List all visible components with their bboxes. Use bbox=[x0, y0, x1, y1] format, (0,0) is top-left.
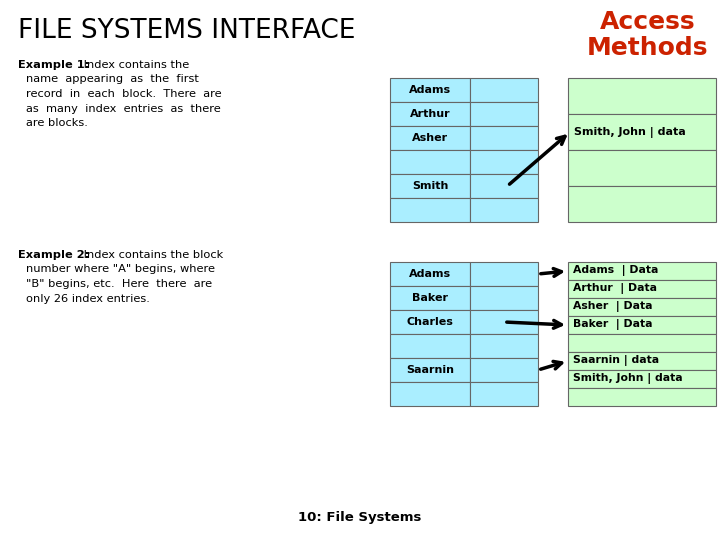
Bar bbox=[390, 102, 470, 126]
Bar bbox=[470, 198, 538, 222]
Text: Smith, John | data: Smith, John | data bbox=[573, 374, 683, 384]
Bar bbox=[390, 382, 470, 406]
Text: Adams: Adams bbox=[409, 85, 451, 95]
Bar bbox=[568, 78, 716, 114]
Bar bbox=[390, 150, 470, 174]
Bar bbox=[568, 334, 716, 352]
Bar bbox=[568, 316, 716, 334]
Text: Asher  | Data: Asher | Data bbox=[573, 301, 652, 313]
Bar bbox=[568, 370, 716, 388]
Bar bbox=[568, 352, 716, 370]
Bar bbox=[390, 78, 470, 102]
Bar bbox=[568, 262, 716, 280]
Bar bbox=[568, 114, 716, 150]
Bar bbox=[470, 286, 538, 310]
Bar bbox=[390, 286, 470, 310]
Text: FILE SYSTEMS INTERFACE: FILE SYSTEMS INTERFACE bbox=[18, 18, 356, 44]
Bar bbox=[568, 186, 716, 222]
Text: Charles: Charles bbox=[407, 317, 454, 327]
Text: Adams  | Data: Adams | Data bbox=[573, 266, 658, 276]
Text: as  many  index  entries  as  there: as many index entries as there bbox=[26, 104, 221, 113]
Bar bbox=[568, 150, 716, 186]
Bar bbox=[470, 126, 538, 150]
Bar bbox=[470, 334, 538, 358]
Text: "B" begins, etc.  Here  there  are: "B" begins, etc. Here there are bbox=[26, 279, 212, 289]
Text: name  appearing  as  the  first: name appearing as the first bbox=[26, 75, 199, 84]
Bar bbox=[470, 262, 538, 286]
Text: Index contains the block: Index contains the block bbox=[80, 250, 223, 260]
Text: Arthur  | Data: Arthur | Data bbox=[573, 284, 657, 294]
Bar bbox=[390, 334, 470, 358]
Bar bbox=[470, 78, 538, 102]
Text: Saarnin | data: Saarnin | data bbox=[573, 355, 659, 367]
Text: Example 2:: Example 2: bbox=[18, 250, 89, 260]
Bar bbox=[568, 298, 716, 316]
Bar bbox=[470, 382, 538, 406]
Text: 10: File Systems: 10: File Systems bbox=[298, 511, 422, 524]
Text: Asher: Asher bbox=[412, 133, 448, 143]
Text: Index contains the: Index contains the bbox=[80, 60, 189, 70]
Text: are blocks.: are blocks. bbox=[26, 118, 88, 128]
Bar bbox=[470, 102, 538, 126]
Bar bbox=[568, 280, 716, 298]
Bar bbox=[390, 262, 470, 286]
Text: only 26 index entries.: only 26 index entries. bbox=[26, 294, 150, 303]
Text: Saarnin: Saarnin bbox=[406, 365, 454, 375]
Text: Access
Methods: Access Methods bbox=[587, 10, 708, 60]
Bar bbox=[390, 358, 470, 382]
Bar bbox=[390, 310, 470, 334]
Text: Adams: Adams bbox=[409, 269, 451, 279]
Text: record  in  each  block.  There  are: record in each block. There are bbox=[26, 89, 222, 99]
Text: Arthur: Arthur bbox=[410, 109, 450, 119]
Text: Example 1:: Example 1: bbox=[18, 60, 89, 70]
Bar bbox=[470, 150, 538, 174]
Bar bbox=[390, 174, 470, 198]
Bar bbox=[390, 126, 470, 150]
Bar bbox=[470, 174, 538, 198]
Text: number where "A" begins, where: number where "A" begins, where bbox=[26, 265, 215, 274]
Text: Baker  | Data: Baker | Data bbox=[573, 320, 652, 330]
Text: Smith: Smith bbox=[412, 181, 448, 191]
Text: Baker: Baker bbox=[412, 293, 448, 303]
Bar bbox=[390, 198, 470, 222]
Bar bbox=[470, 310, 538, 334]
Text: Smith, John | data: Smith, John | data bbox=[574, 126, 685, 138]
Bar bbox=[568, 388, 716, 406]
Bar bbox=[470, 358, 538, 382]
